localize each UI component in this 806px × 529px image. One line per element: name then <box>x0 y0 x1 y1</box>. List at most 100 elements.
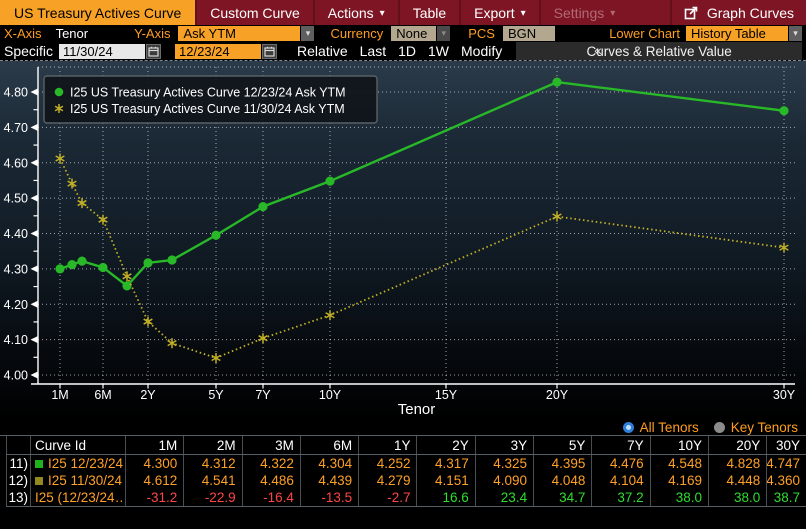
table-value-cell: 16.6 <box>416 489 474 506</box>
export-launch-icon <box>684 6 698 19</box>
chevron-down-icon[interactable]: ▾ <box>437 26 451 41</box>
chevron-down-icon[interactable]: ▾ <box>301 26 315 41</box>
table-value-cell: 4.541 <box>183 472 241 489</box>
calendar-button[interactable] <box>262 43 278 59</box>
y-axis-tick-label: 4.50 <box>4 192 28 206</box>
radio-unselected-icon[interactable] <box>713 421 725 433</box>
menu-item-label: Custom Curve <box>210 4 300 21</box>
pcs-value[interactable]: BGN <box>502 26 555 41</box>
table-header-cell: 20Y <box>707 436 766 454</box>
table-value-cell: 4.395 <box>533 455 591 472</box>
date-to-input[interactable] <box>175 43 262 59</box>
chart-legend[interactable]: I25 US Treasury Actives Curve 12/23/24 A… <box>43 75 378 124</box>
menu-item-label: Export <box>474 4 515 21</box>
table-header-cell: 5Y <box>533 436 591 454</box>
chevron-down-icon[interactable]: ▾ <box>789 26 802 41</box>
y-tick-arrow-icon <box>30 88 38 96</box>
menu-custom-curve-button[interactable]: Custom Curve <box>195 0 312 25</box>
table-row[interactable]: 13) I25 (12/23/24… -31.2 -22.9 -16.4 -13.5 -2.… <box>6 489 806 507</box>
row-number: 12) <box>6 472 30 489</box>
y-tick-arrow-icon <box>30 300 38 308</box>
menu-table-button[interactable]: Table <box>397 0 459 25</box>
calendar-button[interactable] <box>146 43 162 59</box>
radio-key-tenors[interactable]: Key Tenors <box>713 420 798 435</box>
table-row[interactable]: 12) I25 11/30/24 4.612 4.541 4.486 4.439 4.279… <box>6 472 806 489</box>
data-point <box>122 281 132 291</box>
data-point <box>77 198 87 209</box>
lower-chart-dropdown[interactable]: History Table ▾ <box>686 26 802 41</box>
graph-curves-label: Graph Curves <box>706 4 794 21</box>
currency-dropdown[interactable]: None ▾ <box>391 26 451 41</box>
table-value-cell: 4.090 <box>474 472 533 489</box>
table-value-cell: 38.7 <box>766 489 806 506</box>
graph-curves-button[interactable]: Graph Curves <box>669 0 806 25</box>
data-point <box>325 176 335 186</box>
menu-export-button[interactable]: Export ▾ <box>459 0 539 25</box>
bottom-strip <box>0 507 806 521</box>
chevron-down-icon: ▾ <box>610 8 616 19</box>
menu-bar: US Treasury Actives Curve Custom Curve Ac… <box>0 0 806 25</box>
menu-items: Custom Curve Actions ▾ Table Export ▾ Settings… <box>195 0 628 25</box>
last-button[interactable]: Last <box>359 43 387 59</box>
lower-chart-label: Lower Chart <box>609 26 680 41</box>
y-axis-tick-label: 4.60 <box>4 156 28 170</box>
collapse-chevrons-icon[interactable]: « <box>594 43 602 58</box>
x-axis-tick-label: 7Y <box>255 388 271 402</box>
date-toolbar: Specific Relative Last 1D 1W Modify « Curve… <box>0 42 806 61</box>
table-value-cell: 4.548 <box>649 455 708 472</box>
row-number: 13) <box>6 489 30 506</box>
x-axis-value[interactable]: Tenor <box>55 26 89 41</box>
y-axis-tick-label: 4.40 <box>4 227 28 241</box>
date-from-input[interactable] <box>59 43 146 59</box>
curve-color-swatch <box>35 476 43 485</box>
data-point <box>211 230 221 240</box>
table-header-cell: 2M <box>183 436 241 454</box>
table-header-cell: 3M <box>241 436 300 454</box>
1w-button[interactable]: 1W <box>428 43 449 59</box>
data-point <box>325 310 335 321</box>
radio-all-tenors[interactable]: All Tenors <box>622 419 699 435</box>
data-point <box>258 333 268 344</box>
table-header-cell: 7Y <box>591 436 649 454</box>
data-point <box>98 214 108 225</box>
chart-series <box>55 77 789 364</box>
data-point <box>552 77 562 87</box>
1d-button[interactable]: 1D <box>398 43 416 59</box>
table-value-cell: 4.300 <box>125 455 183 472</box>
x-axis-title: Tenor <box>398 401 436 418</box>
menu-actions-button[interactable]: Actions ▾ <box>312 0 398 25</box>
x-axis-tick-label: 10Y <box>319 388 342 402</box>
menu-settings-button[interactable]: Settings ▾ <box>538 0 629 25</box>
table-row[interactable]: 11) I25 12/23/24 4.300 4.312 4.322 4.304 4.252… <box>6 455 806 472</box>
modify-button[interactable]: Modify <box>461 43 503 59</box>
table-value-cell: 4.612 <box>125 472 183 489</box>
table-value-cell: -2.7 <box>358 489 416 506</box>
table-value-cell: -13.5 <box>299 489 358 506</box>
active-function-tab-label: US Treasury Actives Curve <box>14 4 182 21</box>
x-axis-tick-label: 1M <box>51 388 68 402</box>
table-value-cell: 23.4 <box>474 489 533 506</box>
table-value-cell: -31.2 <box>125 489 183 506</box>
active-function-tab[interactable]: US Treasury Actives Curve <box>0 0 196 25</box>
data-point <box>143 316 153 327</box>
y-axis-tick-label: 4.00 <box>4 369 28 383</box>
data-point <box>211 353 221 364</box>
axis-toolbar: X-Axis Tenor Y-Axis Ask YTM ▾ Currency N… <box>0 25 806 42</box>
legend-marker-icon <box>54 87 64 97</box>
table-header-cell: 1M <box>125 436 183 454</box>
pcs-label: PCS <box>468 26 495 41</box>
data-point <box>779 242 789 253</box>
radio-label: All Tenors <box>639 419 699 435</box>
curve-id-label: I25 12/23/24 <box>48 456 124 471</box>
table-header-cell: 2Y <box>416 436 474 454</box>
y-axis-tick-label: 4.70 <box>4 121 28 135</box>
radio-selected-icon[interactable] <box>622 421 634 433</box>
y-tick-arrow-icon <box>30 159 38 167</box>
data-point <box>779 106 789 116</box>
y-axis-dropdown[interactable]: Ask YTM ▾ <box>178 26 315 41</box>
table-value-cell: 4.325 <box>474 455 533 472</box>
curve-chart[interactable]: 4.00 4.10 4.20 4.30 4.40 4.50 4.60 4.70 4.80 1M 6M… <box>0 61 806 419</box>
table-value-cell: 38.0 <box>649 489 708 506</box>
x-axis-tick-label: 6M <box>94 388 111 402</box>
relative-button[interactable]: Relative <box>297 43 348 59</box>
